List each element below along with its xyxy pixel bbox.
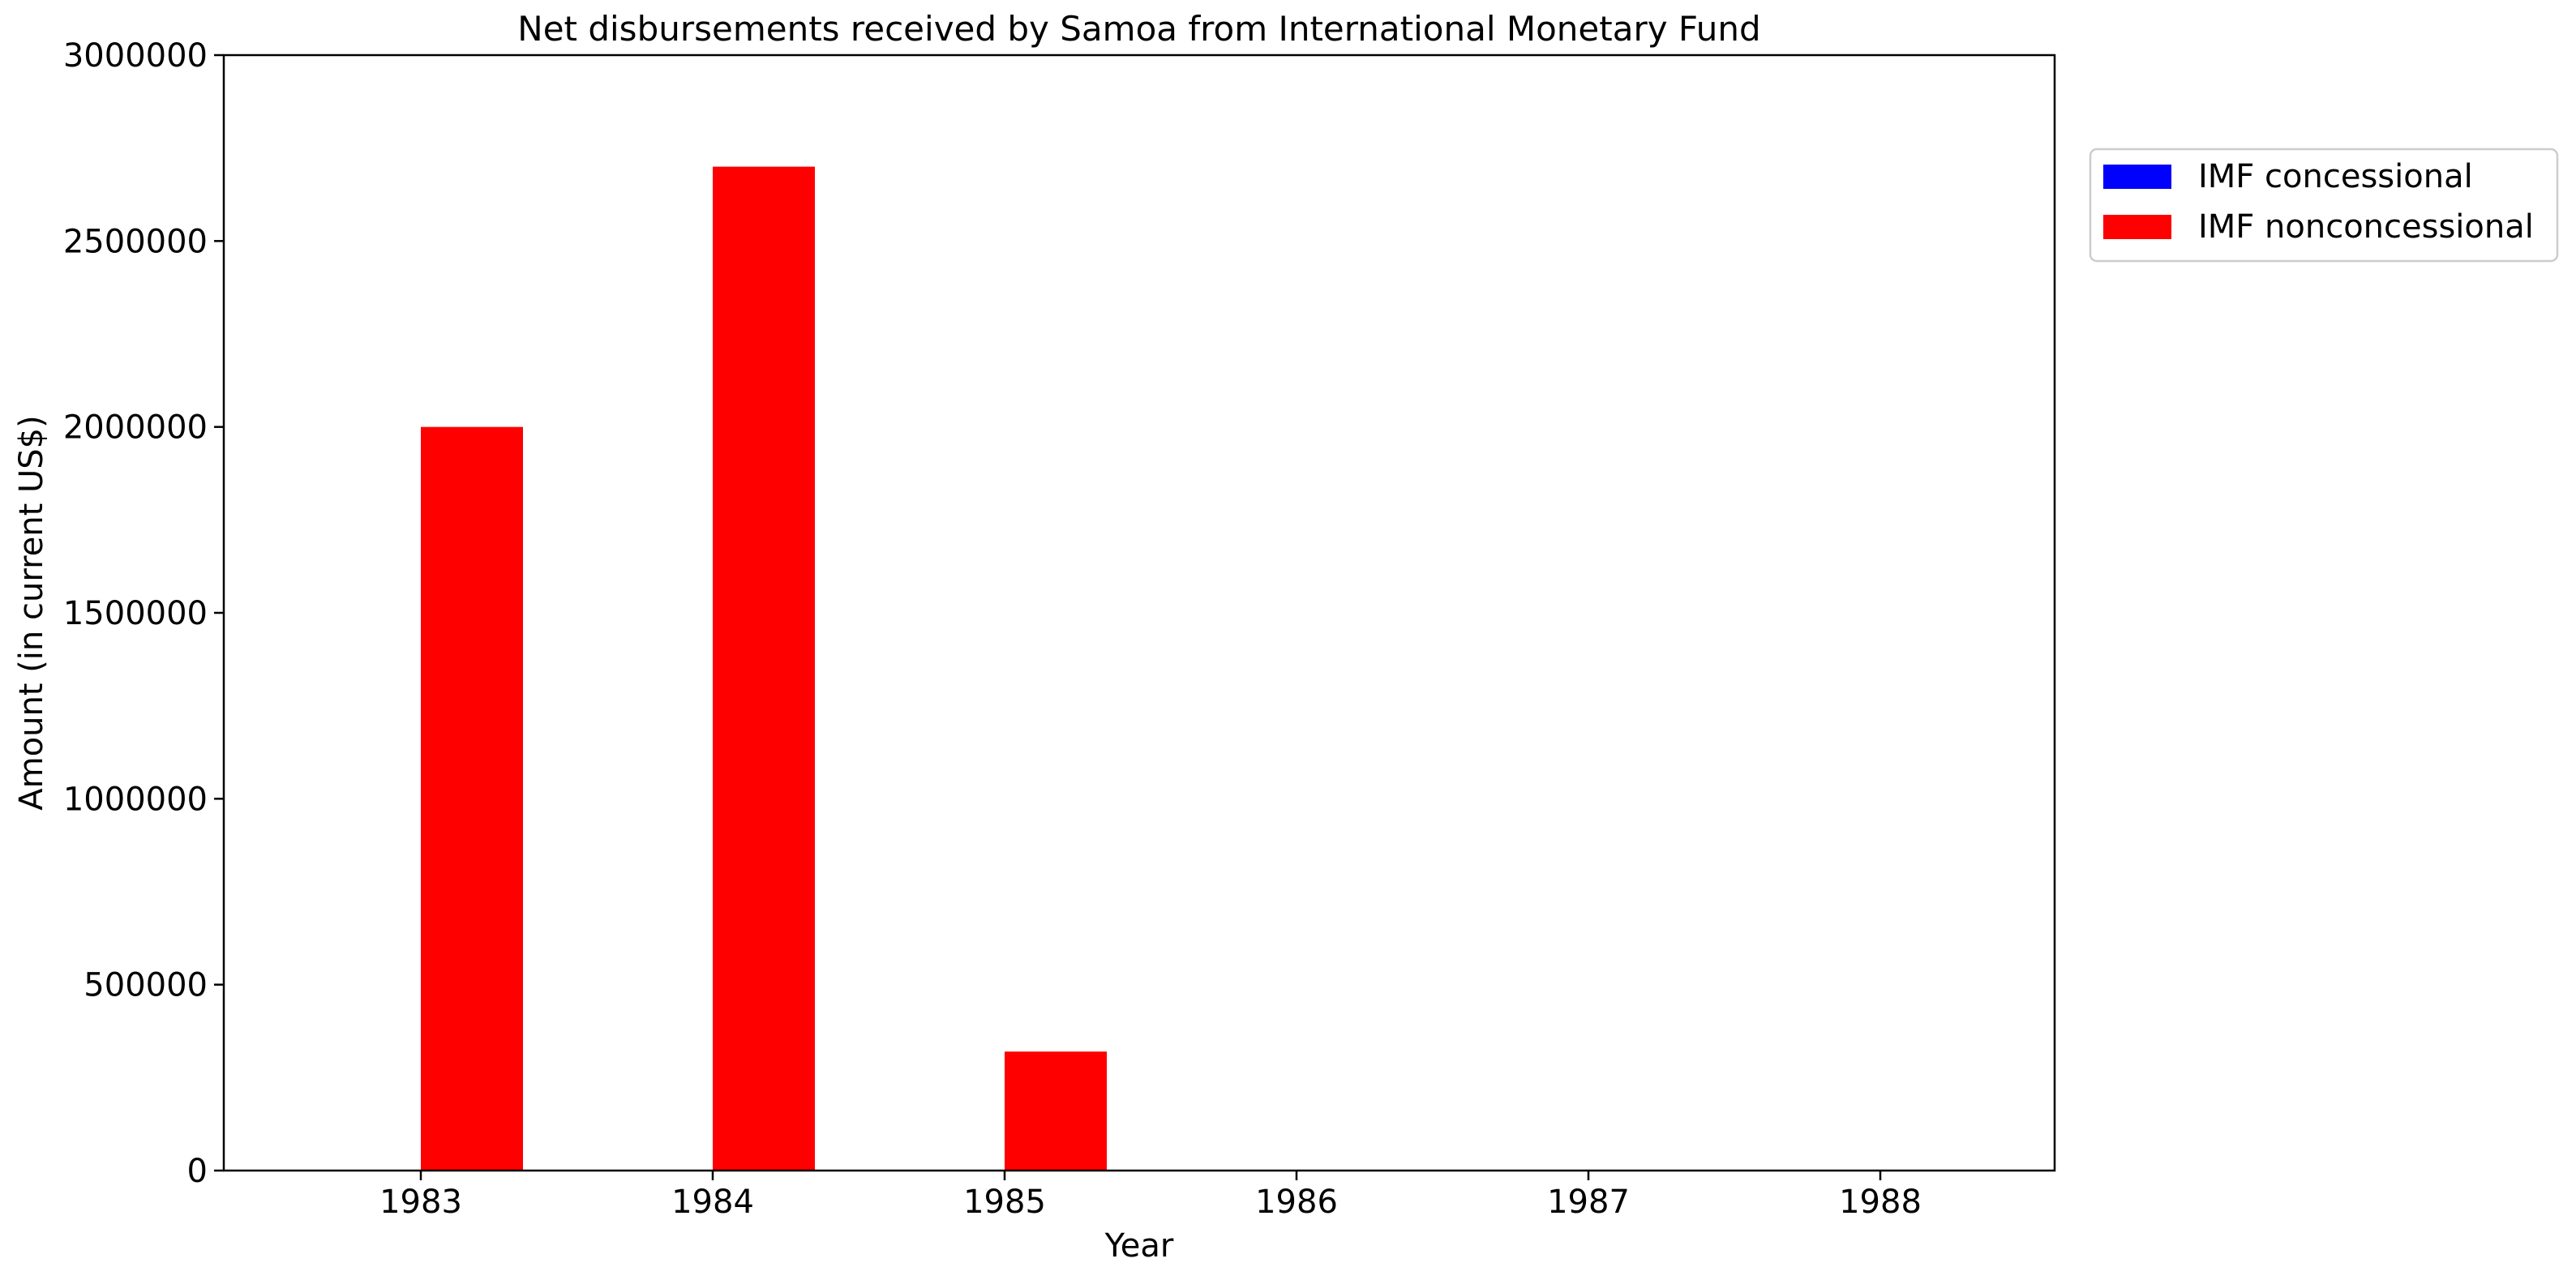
- y-tick-label: 2000000: [63, 409, 208, 447]
- x-tick-label: 1986: [1255, 1184, 1338, 1221]
- bar-imf-nonconcessional-1983: [421, 426, 523, 1171]
- y-tick-label: 3000000: [63, 37, 208, 75]
- bar-imf-nonconcessional-1984: [713, 166, 815, 1171]
- plot-area: [421, 166, 1107, 1171]
- x-tick-label: 1987: [1547, 1184, 1630, 1221]
- x-tick-label: 1985: [963, 1184, 1046, 1221]
- x-tick-label: 1984: [671, 1184, 754, 1221]
- legend-label-1: IMF concessional: [2198, 158, 2473, 195]
- x-axis-label: Year: [1104, 1227, 1174, 1265]
- y-tick-label: 500000: [84, 967, 208, 1004]
- y-axis: 0 500000 1000000 1500000 2000000 2500000 30000…: [63, 37, 224, 1190]
- legend-label-2: IMF nonconcessional: [2198, 208, 2534, 246]
- y-tick-label: 2500000: [63, 223, 208, 260]
- y-tick-label: 1000000: [63, 781, 208, 818]
- x-tick-label: 1988: [1839, 1184, 1922, 1221]
- y-tick-label: 0: [187, 1153, 208, 1190]
- legend-swatch-1: [2103, 165, 2171, 189]
- bar-imf-nonconcessional-1985: [1005, 1051, 1107, 1171]
- x-axis: 1983 1984 1985 1986 1987 1988: [379, 1171, 1922, 1221]
- legend-swatch-2: [2103, 215, 2171, 239]
- legend: IMF concessional IMF nonconcessional: [2089, 148, 2559, 263]
- x-tick-label: 1983: [379, 1184, 462, 1221]
- chart-title: Net disbursements received by Samoa from…: [517, 9, 1760, 49]
- y-tick-label: 1500000: [63, 595, 208, 632]
- legend-box: [2089, 148, 2559, 263]
- y-axis-label: Amount (in current US$): [13, 415, 50, 810]
